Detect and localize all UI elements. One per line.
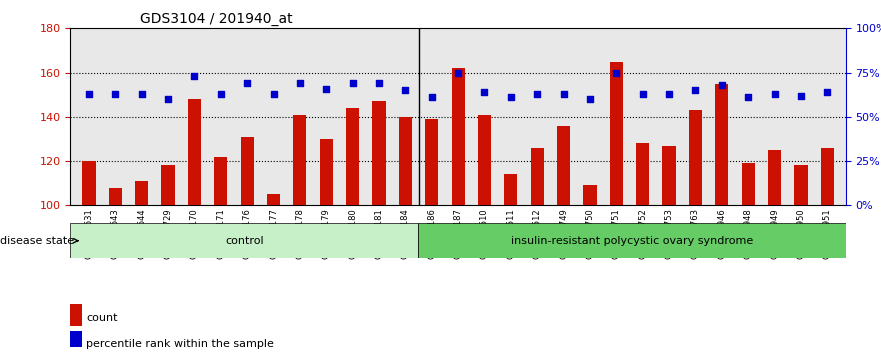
Bar — [557, 126, 570, 205]
Point — [266, 91, 280, 97]
Text: disease state: disease state — [0, 236, 78, 246]
Bar — [530, 148, 544, 205]
Point — [610, 70, 624, 75]
Point — [82, 91, 96, 97]
Bar — [610, 62, 623, 205]
Point — [478, 89, 492, 95]
Text: GDS3104 / 201940_at: GDS3104 / 201940_at — [140, 12, 292, 26]
Point — [425, 95, 439, 100]
Bar — [241, 137, 254, 205]
Point — [636, 91, 650, 97]
Text: count: count — [86, 313, 117, 323]
Point — [451, 70, 465, 75]
Text: insulin-resistant polycystic ovary syndrome: insulin-resistant polycystic ovary syndr… — [511, 236, 753, 246]
FancyBboxPatch shape — [70, 223, 418, 258]
Point — [241, 80, 255, 86]
Point — [372, 80, 386, 86]
Bar — [82, 161, 95, 205]
Point — [319, 86, 333, 91]
Point — [108, 91, 122, 97]
Point — [662, 91, 676, 97]
Point — [583, 96, 597, 102]
Bar — [768, 150, 781, 205]
Bar — [795, 166, 808, 205]
Point — [292, 80, 307, 86]
Point — [345, 80, 359, 86]
Point — [504, 95, 518, 100]
Bar — [399, 117, 412, 205]
Bar — [70, 331, 82, 352]
Bar — [346, 108, 359, 205]
Point — [557, 91, 571, 97]
Bar — [373, 101, 386, 205]
Bar — [821, 148, 834, 205]
Bar — [267, 194, 280, 205]
Bar — [663, 145, 676, 205]
Bar — [214, 156, 227, 205]
Bar — [689, 110, 702, 205]
Bar — [70, 304, 82, 326]
Bar — [108, 188, 122, 205]
Bar — [504, 175, 517, 205]
Bar — [742, 163, 755, 205]
Point — [398, 87, 412, 93]
Bar — [583, 185, 596, 205]
Point — [214, 91, 228, 97]
Bar — [188, 99, 201, 205]
Point — [135, 91, 149, 97]
Bar — [135, 181, 148, 205]
Point — [530, 91, 544, 97]
Bar — [320, 139, 333, 205]
Text: percentile rank within the sample: percentile rank within the sample — [86, 339, 274, 349]
Point — [161, 96, 175, 102]
Bar — [293, 115, 307, 205]
Point — [767, 91, 781, 97]
FancyBboxPatch shape — [418, 223, 846, 258]
Point — [741, 95, 755, 100]
Point — [714, 82, 729, 88]
Text: control: control — [225, 236, 263, 246]
Bar — [636, 143, 649, 205]
Point — [820, 89, 834, 95]
Bar — [452, 68, 464, 205]
Point — [794, 93, 808, 98]
Point — [688, 87, 702, 93]
Bar — [426, 119, 439, 205]
Bar — [161, 166, 174, 205]
Point — [188, 73, 202, 79]
Bar — [715, 84, 729, 205]
Bar — [478, 115, 491, 205]
